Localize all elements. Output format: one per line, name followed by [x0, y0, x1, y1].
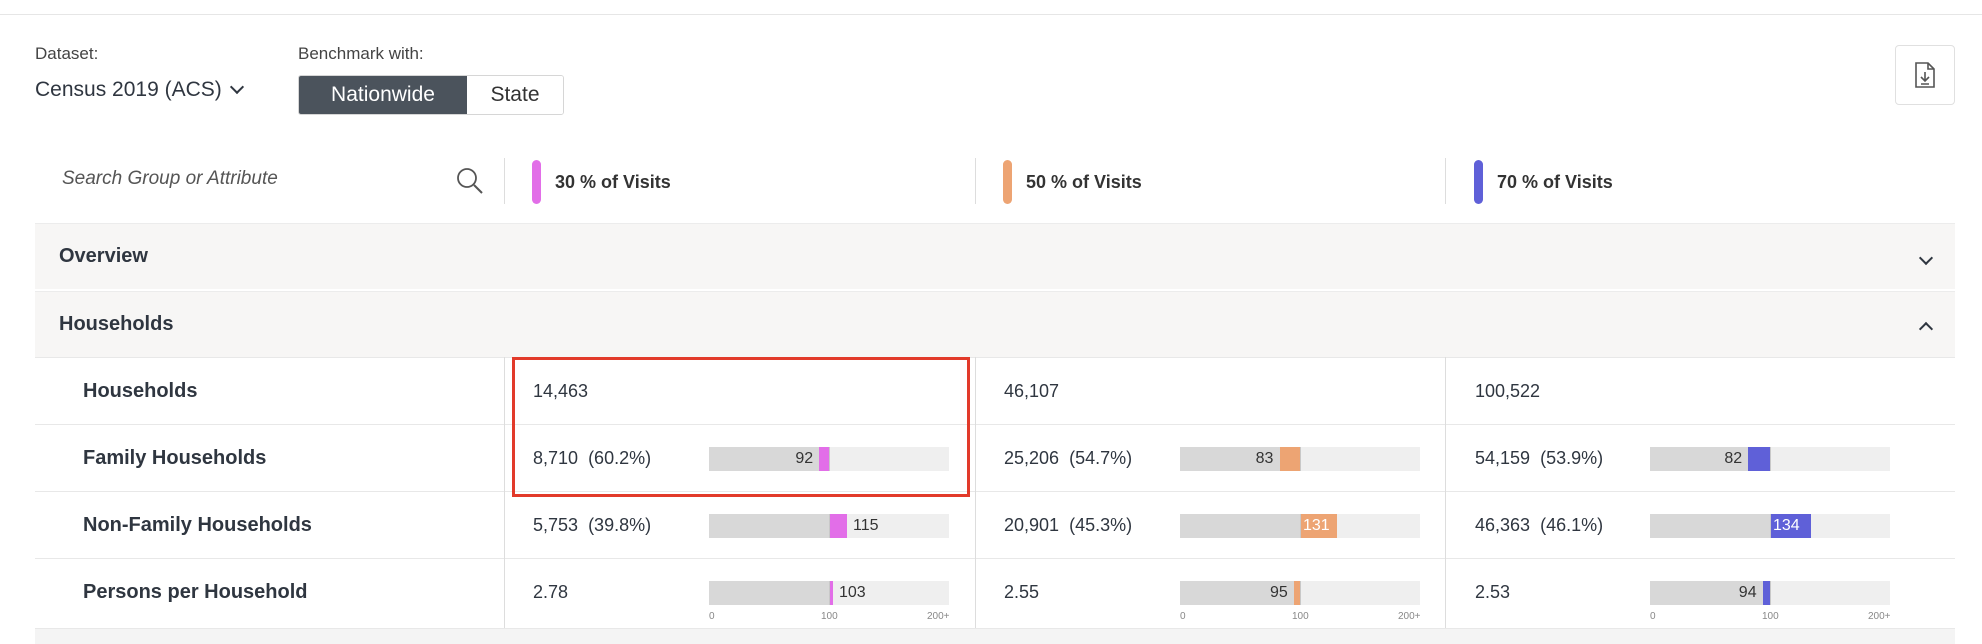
- index-value-label: 134: [1773, 517, 1800, 534]
- axis-tick-label: 100: [821, 611, 838, 622]
- table-row: Persons per Household 2.78 2.55 2.53: [35, 558, 1955, 625]
- value-70: 100,522: [1475, 381, 1541, 401]
- header-divider: [975, 158, 976, 204]
- column-header-70: 70 % of Visits: [1474, 160, 1613, 204]
- index-value-label: 83: [1255, 450, 1274, 467]
- download-button[interactable]: [1895, 45, 1955, 105]
- index-value-label: 82: [1724, 450, 1743, 467]
- index-value-label: 94: [1738, 584, 1757, 601]
- value-30: 5,753 (39.8%): [533, 515, 652, 535]
- top-divider: [0, 14, 1982, 15]
- section-title: Households: [59, 313, 174, 335]
- dataset-value: Census 2019 (ACS): [35, 78, 222, 101]
- download-icon: [1915, 62, 1935, 88]
- index-bar: 94: [1650, 581, 1890, 605]
- section-title: Overview: [59, 245, 148, 267]
- benchmark-nationwide-button[interactable]: Nationwide: [299, 76, 467, 114]
- search-icon[interactable]: [455, 166, 485, 196]
- chevron-down-icon[interactable]: [1918, 250, 1934, 268]
- axis-tick-label: 0: [1180, 611, 1186, 622]
- row-label: Persons per Household: [83, 581, 308, 603]
- color-swatch: [1003, 160, 1012, 204]
- axis-tick-label: 200+: [1398, 611, 1421, 622]
- index-bar: 95: [1180, 581, 1420, 605]
- benchmark-label: Benchmark with:: [298, 44, 424, 63]
- index-value-label: 92: [795, 450, 814, 467]
- index-bar-fill: [1748, 447, 1770, 471]
- column-label: 50 % of Visits: [1026, 171, 1142, 192]
- value-30: 14,463: [533, 381, 589, 401]
- index-bar: 115: [709, 514, 949, 538]
- index-bar-fill: [829, 581, 833, 605]
- column-divider: [975, 357, 976, 628]
- benchmark-state-button[interactable]: State: [467, 76, 563, 114]
- chevron-up-icon[interactable]: [1918, 318, 1934, 339]
- index-axis: 0 100 200+: [1650, 611, 1891, 625]
- section-overview[interactable]: Overview: [35, 223, 1955, 289]
- column-header-50: 50 % of Visits: [1003, 160, 1142, 204]
- index-bar-fill: [1762, 581, 1770, 605]
- index-bar-fill: [1294, 581, 1300, 605]
- axis-tick-label: 100: [1762, 611, 1779, 622]
- column-header-30: 30 % of Visits: [532, 160, 671, 204]
- table-row: Non-Family Households 5,753 (39.8%) 20,9…: [35, 491, 1955, 558]
- value-50: 20,901 (45.3%): [1004, 515, 1133, 535]
- table-row: Households 14,463 46,107 100,522: [35, 357, 1955, 424]
- index-bar: 92: [709, 447, 949, 471]
- axis-tick-label: 200+: [927, 611, 950, 622]
- row-label: Non-Family Households: [83, 514, 312, 536]
- value-70: 54,159 (53.9%): [1475, 448, 1604, 468]
- index-value-label: 115: [853, 517, 879, 534]
- index-bar: 131: [1180, 514, 1420, 538]
- value-70: 46,363 (46.1%): [1475, 515, 1604, 535]
- value-50: 2.55: [1004, 582, 1040, 602]
- axis-tick-label: 200+: [1868, 611, 1891, 622]
- search-input[interactable]: Search Group or Attribute: [62, 168, 278, 189]
- table-footer: [35, 628, 1955, 644]
- column-label: 30 % of Visits: [555, 171, 671, 192]
- index-bar: 83: [1180, 447, 1420, 471]
- index-axis: 0 100 200+: [1180, 611, 1421, 625]
- index-bar-fill: [1770, 514, 1811, 538]
- value-30: 2.78: [533, 582, 569, 602]
- column-divider: [1445, 357, 1446, 628]
- color-swatch: [532, 160, 541, 204]
- index-bar-fill: [1300, 514, 1338, 538]
- index-bar-fill: [1279, 447, 1300, 471]
- axis-tick-label: 0: [1650, 611, 1656, 622]
- column-label: 70 % of Visits: [1497, 171, 1613, 192]
- dataset-label: Dataset:: [35, 44, 99, 63]
- index-value-label: 131: [1303, 517, 1330, 534]
- row-label: Households: [83, 380, 198, 402]
- value-70: 2.53: [1475, 582, 1511, 602]
- index-bar-fill: [829, 514, 847, 538]
- table-row: Family Households 8,710 (60.2%) 25,206 (…: [35, 424, 1955, 491]
- index-axis: 0 100 200+: [709, 611, 950, 625]
- chevron-down-icon: [229, 79, 244, 95]
- header-divider: [1445, 158, 1446, 204]
- value-50: 46,107: [1004, 381, 1060, 401]
- color-swatch: [1474, 160, 1483, 204]
- section-households[interactable]: Households: [35, 291, 1955, 357]
- row-label: Family Households: [83, 447, 267, 469]
- column-divider: [504, 357, 505, 628]
- value-50: 25,206 (54.7%): [1004, 448, 1133, 468]
- index-bar: 134: [1650, 514, 1890, 538]
- highlight-box: [512, 357, 970, 497]
- header-divider: [504, 158, 505, 204]
- axis-tick-label: 0: [709, 611, 715, 622]
- index-bar: 103: [709, 581, 949, 605]
- index-value-label: 95: [1270, 584, 1288, 601]
- benchmark-toggle: Nationwide State: [298, 75, 564, 115]
- index-value-label: 103: [839, 584, 866, 601]
- index-bar-fill: [819, 447, 829, 471]
- dataset-dropdown[interactable]: Census 2019 (ACS): [35, 78, 244, 102]
- index-bar: 82: [1650, 447, 1890, 471]
- value-30: 8,710 (60.2%): [533, 448, 652, 468]
- axis-tick-label: 100: [1292, 611, 1309, 622]
